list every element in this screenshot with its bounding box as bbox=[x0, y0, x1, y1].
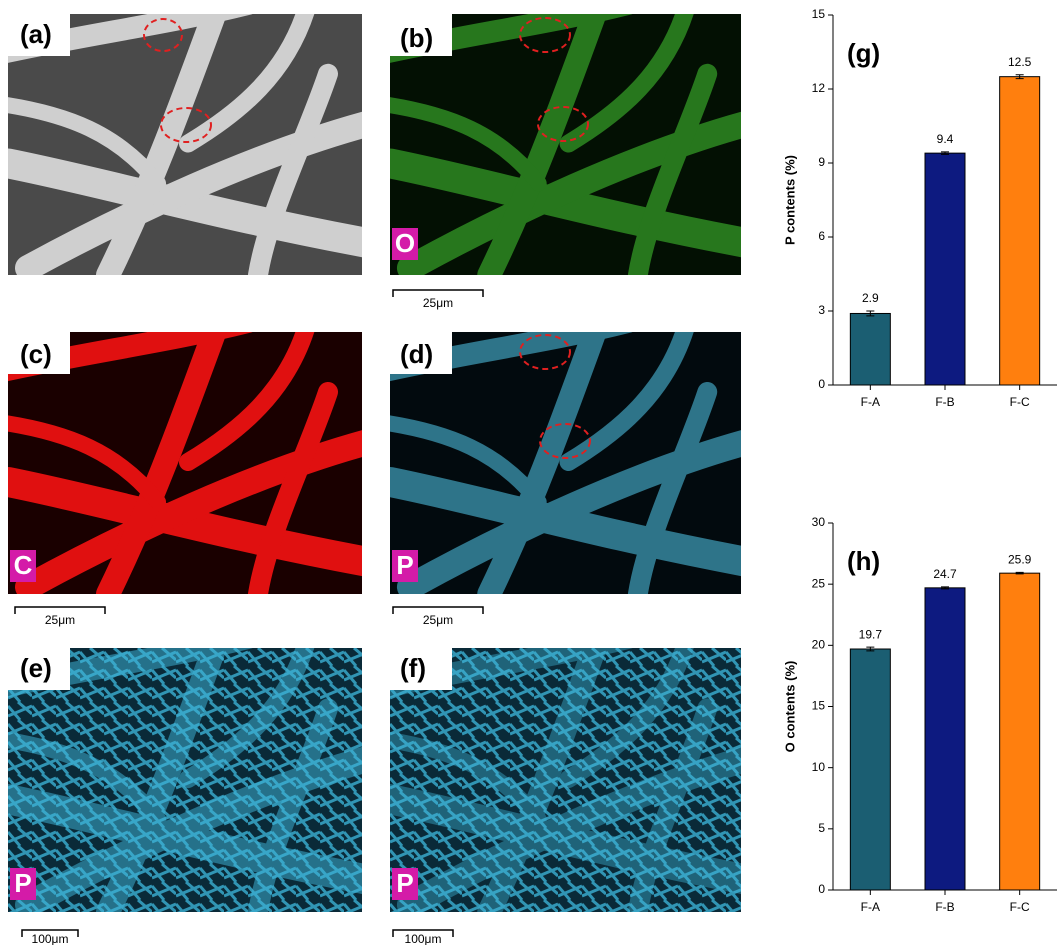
y-tick-label: 5 bbox=[818, 821, 825, 835]
y-tick-label: 15 bbox=[812, 7, 826, 21]
x-tick-label: F-A bbox=[861, 395, 880, 409]
bar bbox=[925, 153, 965, 385]
panel-label: (g) bbox=[847, 38, 880, 68]
y-tick-label: 20 bbox=[812, 638, 826, 652]
element-label: P bbox=[396, 868, 413, 898]
element-label: P bbox=[14, 868, 31, 898]
x-tick-label: F-B bbox=[935, 395, 954, 409]
element-label: C bbox=[14, 550, 33, 580]
panel-label: (h) bbox=[847, 546, 880, 576]
scale-bar-label: 25μm bbox=[423, 613, 453, 627]
value-label: 12.5 bbox=[1008, 55, 1032, 69]
x-tick-label: F-C bbox=[1010, 900, 1030, 914]
scale-bar-label: 25μm bbox=[423, 296, 453, 310]
y-tick-label: 3 bbox=[818, 303, 825, 317]
y-tick-label: 10 bbox=[812, 760, 826, 774]
bar bbox=[850, 649, 890, 890]
y-tick-label: 0 bbox=[818, 882, 825, 896]
panel-label: (b) bbox=[400, 23, 433, 53]
value-label: 25.9 bbox=[1008, 553, 1032, 567]
scale-bar-label: 100μm bbox=[32, 932, 69, 945]
value-label: 2.9 bbox=[862, 291, 879, 305]
panel-label: (e) bbox=[20, 653, 52, 683]
y-tick-label: 15 bbox=[812, 699, 826, 713]
y-tick-label: 9 bbox=[818, 155, 825, 169]
bar bbox=[850, 313, 890, 385]
panel-label: (f) bbox=[400, 653, 426, 683]
panel-label: (c) bbox=[20, 339, 52, 369]
bar bbox=[1000, 77, 1040, 385]
bar bbox=[925, 588, 965, 890]
panel-label: (a) bbox=[20, 19, 52, 49]
y-axis-label: O contents (%) bbox=[782, 661, 797, 753]
value-label: 24.7 bbox=[933, 567, 957, 581]
x-tick-label: F-A bbox=[861, 900, 880, 914]
bar bbox=[1000, 573, 1040, 890]
y-tick-label: 0 bbox=[818, 377, 825, 391]
element-label: P bbox=[396, 550, 413, 580]
y-axis-label: P contents (%) bbox=[782, 155, 797, 245]
y-tick-label: 6 bbox=[818, 229, 825, 243]
element-label: O bbox=[395, 228, 415, 258]
x-tick-label: F-C bbox=[1010, 395, 1030, 409]
scale-bar-label: 100μm bbox=[405, 932, 442, 945]
figure: (a) (b) (c) (d) (e) (f) O C P P P 25μm 2… bbox=[0, 0, 1059, 945]
value-label: 9.4 bbox=[937, 132, 954, 146]
y-tick-label: 12 bbox=[812, 81, 826, 95]
y-tick-label: 30 bbox=[812, 515, 826, 529]
panel-label: (d) bbox=[400, 339, 433, 369]
scale-bar-label: 25μm bbox=[45, 613, 75, 627]
y-tick-label: 25 bbox=[812, 576, 826, 590]
value-label: 19.7 bbox=[859, 627, 883, 641]
x-tick-label: F-B bbox=[935, 900, 954, 914]
